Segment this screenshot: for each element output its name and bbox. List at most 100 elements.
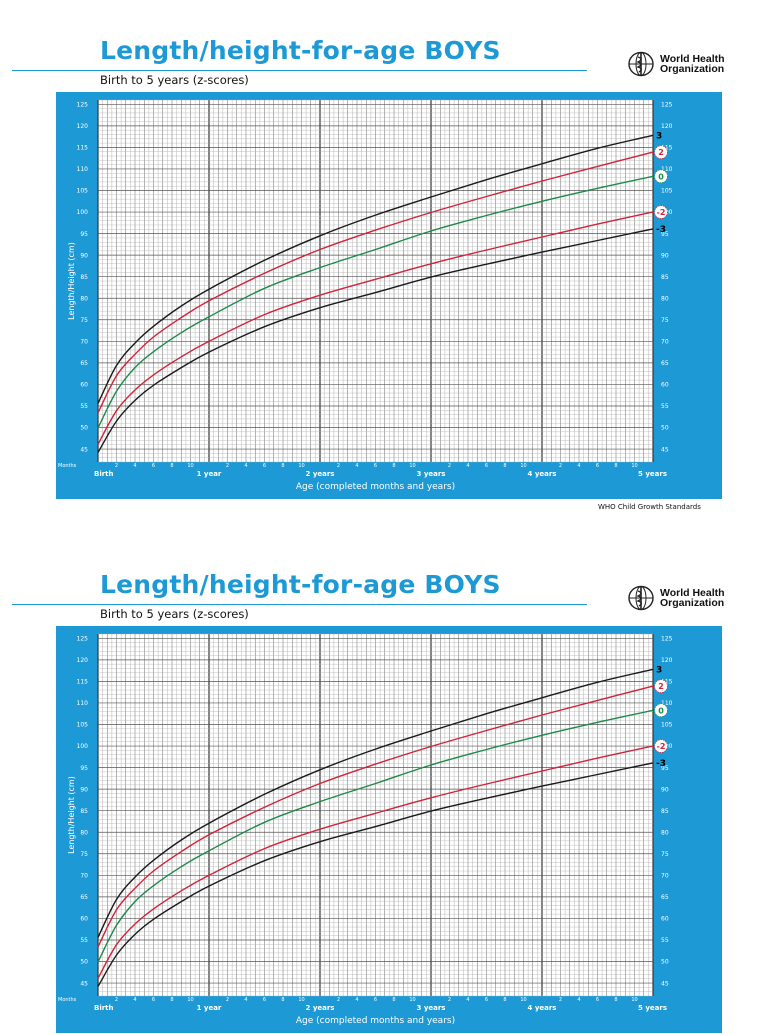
x-minor-tick-label: 2 [115,997,118,1003]
y-tick-label-left: 75 [80,317,88,324]
x-minor-tick-label: 8 [281,997,284,1003]
y-tick-label-left: 60 [80,382,88,389]
who-name-line2: Organization [660,597,725,609]
x-minor-tick-label: 4 [244,997,247,1003]
page-title: Length/height-for-age BOYS [100,36,501,65]
x-minor-tick-label: 2 [337,463,340,469]
x-minor-tick-label: 4 [355,463,358,469]
x-minor-tick-label: 10 [631,463,637,469]
x-major-tick-label: 4 years [528,1004,557,1012]
x-minor-tick-label: 4 [244,463,247,469]
y-tick-label-left: 90 [80,252,88,259]
x-corner-label: Months [58,997,77,1003]
y-tick-label-left: 85 [80,808,88,815]
x-minor-tick-label: 8 [614,463,617,469]
y-tick-label-right: 105 [661,188,673,195]
x-minor-tick-label: 8 [281,463,284,469]
x-minor-tick-label: 8 [170,463,173,469]
y-tick-label-left: 75 [80,851,88,858]
chart-area: 45 45 50 50 55 55 60 60 65 65 70 70 75 75 80 80 85 85 90 90… [56,626,722,1033]
y-axis-label: Length/Height (cm) [67,776,76,854]
who-logo: World Health Organization [626,51,730,77]
y-tick-label-right: 80 [661,829,669,836]
x-minor-tick-label: 2 [337,997,340,1003]
series-line-minus2 [97,745,654,979]
who-emblem-icon [628,585,654,611]
x-minor-tick-label: 10 [409,463,415,469]
who-name-line2: Organization [660,63,725,75]
x-minor-tick-label: 2 [226,463,229,469]
y-tick-label-right: 70 [661,339,669,346]
y-tick-label-right: 90 [661,252,669,259]
y-tick-label-right: 60 [661,916,669,923]
y-tick-label-right: 90 [661,786,669,793]
x-minor-tick-label: 10 [409,997,415,1003]
who-name-line1: World Health [660,52,725,65]
y-tick-label-left: 120 [77,123,89,130]
who-name: World Health Organization [660,586,730,609]
x-axis-label: Age (completed months and years) [296,482,455,492]
x-minor-tick-label: 6 [152,463,155,469]
y-tick-label-right: 85 [661,808,669,815]
series-end-label: 3 [656,665,662,675]
x-minor-tick-label: 8 [503,463,506,469]
series-end-badge [654,703,668,718]
who-name-line1: World Health [660,586,725,599]
y-tick-label-left: 125 [77,636,89,643]
series-end-badge [654,739,668,753]
y-tick-label-right: 120 [661,657,673,664]
x-minor-tick-label: 4 [466,997,469,1003]
x-minor-tick-label: 4 [577,997,580,1003]
x-minor-tick-label: 8 [170,997,173,1003]
y-tick-label-right: 45 [661,446,669,453]
series-end-badge [654,679,668,694]
series-line-3 [97,668,654,938]
y-tick-label-right: 125 [661,636,673,643]
y-tick-label-left: 105 [77,188,89,195]
who-emblem-icon [628,51,654,77]
y-tick-label-left: 60 [80,916,88,923]
series-end-badge [654,205,668,219]
x-minor-tick-label: 10 [298,997,304,1003]
y-tick-label-left: 95 [80,765,88,772]
y-tick-label-left: 105 [77,722,89,729]
x-minor-tick-label: 8 [503,997,506,1003]
x-axis-label: Age (completed months and years) [296,1016,455,1026]
x-corner-label: Months [58,463,77,469]
y-tick-label-right: 115 [661,679,673,686]
x-minor-tick-label: 6 [374,463,377,469]
y-tick-label-right: 80 [661,295,669,302]
y-tick-label-left: 100 [77,209,89,216]
credit-text: WHO Child Growth Standards [598,503,701,511]
x-minor-tick-label: 6 [263,997,266,1003]
x-major-tick-label: 1 year [197,1004,222,1012]
series-end-label: -2 [657,742,666,751]
x-minor-tick-label: 8 [614,997,617,1003]
subtitle: Birth to 5 years (z-scores) [100,73,249,87]
title-rule [12,70,587,71]
series-end-label: -3 [656,225,666,235]
y-tick-label-left: 115 [77,679,89,686]
who-logo: World Health Organization [626,585,730,611]
x-minor-tick-label: 6 [485,997,488,1003]
x-minor-tick-label: 10 [187,463,193,469]
y-tick-label-left: 55 [80,403,88,410]
x-minor-tick-label: 10 [631,997,637,1003]
x-minor-tick-label: 4 [355,997,358,1003]
y-tick-label-right: 65 [661,360,669,367]
y-tick-label-right: 95 [661,765,669,772]
series-line-minus3 [97,762,654,987]
y-tick-label-left: 90 [80,786,88,793]
x-minor-tick-label: 6 [596,997,599,1003]
subtitle: Birth to 5 years (z-scores) [100,607,249,621]
y-tick-label-left: 85 [80,274,88,281]
y-tick-label-left: 55 [80,937,88,944]
y-tick-label-left: 110 [77,166,89,173]
x-major-tick-label: Birth [94,1004,114,1012]
y-tick-label-left: 45 [80,446,88,453]
y-tick-label-right: 120 [661,123,673,130]
y-tick-label-right: 50 [661,959,669,966]
y-tick-label-right: 105 [661,722,673,729]
series-end-label: -2 [657,208,666,217]
